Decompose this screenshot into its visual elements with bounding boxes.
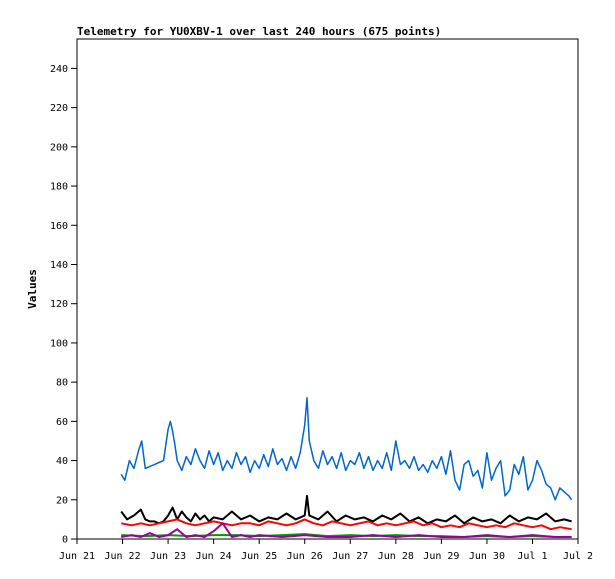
- x-tick-label: Jun 25: [241, 551, 277, 562]
- series-line-5: [121, 522, 572, 538]
- x-tick-label: Jul 1: [517, 551, 547, 562]
- y-tick-label: 40: [56, 456, 68, 467]
- chart-title: Telemetry for YU0XBV-1 over last 240 hou…: [77, 25, 441, 38]
- x-tick-label: Jun 30: [469, 551, 505, 562]
- y-tick-label: 0: [62, 535, 68, 546]
- y-tick-label: 140: [50, 260, 68, 271]
- x-tick-label: Jun 23: [150, 551, 186, 562]
- y-tick-label: 20: [56, 495, 68, 506]
- series-layer: [120, 397, 573, 538]
- y-tick-label: 160: [50, 221, 68, 232]
- y-tick-label: 120: [50, 299, 68, 310]
- y-tick-label: 100: [50, 338, 68, 349]
- y-tick-label: 180: [50, 182, 68, 193]
- series-line-1: [120, 397, 573, 501]
- series-line-3: [121, 518, 572, 531]
- x-tick-label: Jun 26: [287, 551, 323, 562]
- series-line-2: [120, 494, 572, 525]
- y-axis-label: Values: [26, 269, 39, 309]
- plot-frame: [76, 38, 579, 540]
- x-tick-label: Jun 27: [332, 551, 368, 562]
- x-tick-label: Jun 28: [378, 551, 414, 562]
- y-tick-label: 60: [56, 417, 68, 428]
- x-tick-label: Jun 22: [104, 551, 140, 562]
- x-axis-ticks: Jun 21 Jun 22 Jun 23 Jun 24 Jun 25 Jun 26 Jun …: [59, 539, 593, 562]
- y-tick-label: 80: [56, 378, 68, 389]
- y-tick-label: 240: [50, 64, 68, 75]
- x-tick-label: Jun 21: [59, 551, 95, 562]
- x-tick-label: Jun 29: [423, 551, 459, 562]
- y-axis-ticks: 0 20 40 60 80 100 120 140 160 180 200 220 240: [50, 64, 77, 546]
- x-tick-label: Jun 24: [196, 551, 232, 562]
- x-tick-label: Jul 2: [563, 551, 593, 562]
- y-tick-label: 200: [50, 142, 68, 153]
- y-tick-label: 220: [50, 103, 68, 114]
